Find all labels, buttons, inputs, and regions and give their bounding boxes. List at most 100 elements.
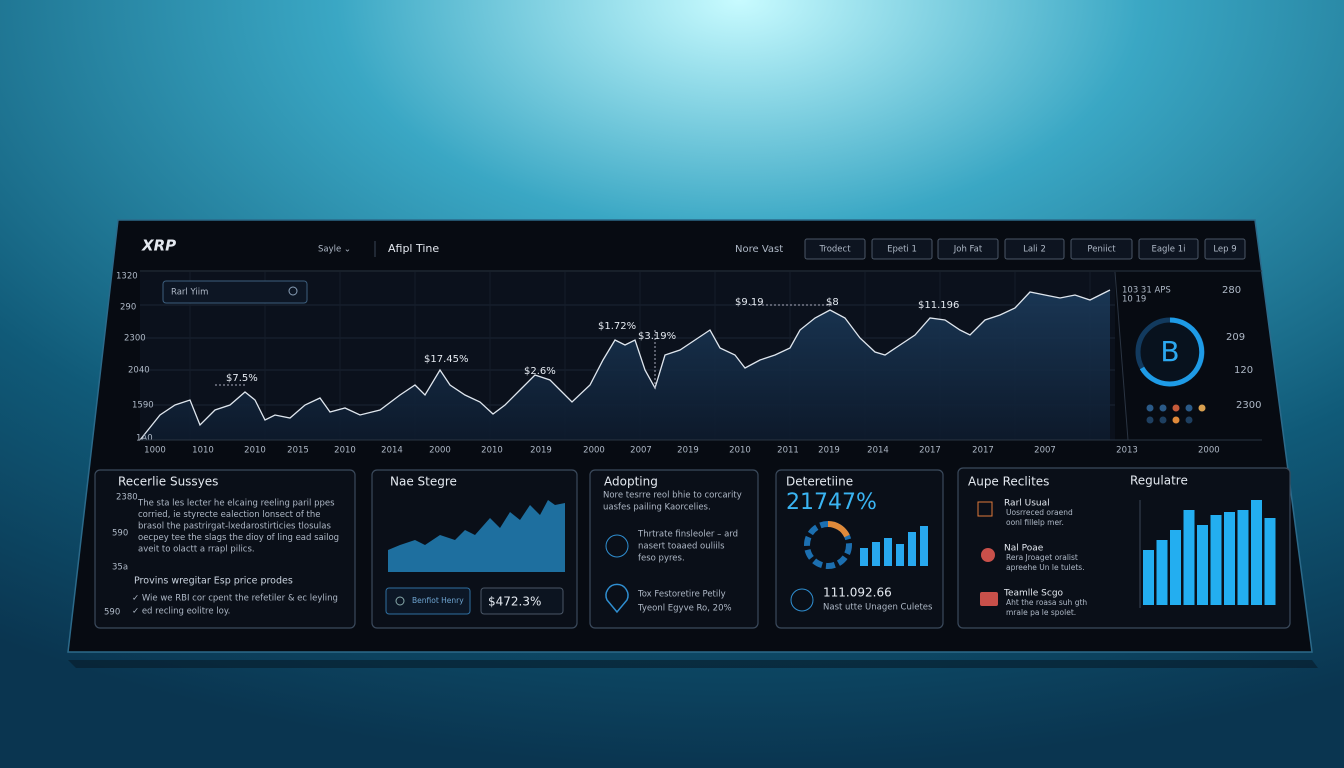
button[interactable] [385, 587, 471, 615]
button[interactable] [937, 238, 999, 260]
side-label: 2300 [1236, 400, 1261, 411]
item-text: apreehe Un le tulets. [1006, 563, 1085, 572]
button-row: Trodect Epeti 1 Joh Fat Lali 2 Peniict Eagle … [804, 238, 1246, 260]
search-icon [288, 286, 298, 296]
button-label: Lep 9 [1213, 245, 1236, 255]
price-annotation: $17.45% [424, 354, 469, 365]
bar [896, 544, 904, 566]
x-axis-label: 2013 [1116, 446, 1138, 456]
x-axis-label: 2010 [334, 446, 356, 456]
y-axis-label: 290 [120, 303, 136, 313]
status-dots [1146, 404, 1206, 424]
y-axis-label: 1A0 [136, 434, 153, 444]
bar [1170, 530, 1181, 605]
button[interactable] [1138, 238, 1199, 260]
price-annotation: $8 [826, 297, 839, 308]
x-axis-label: 2019 [818, 446, 840, 456]
item-text: Aht the roasa suh gth [1006, 598, 1087, 607]
search-box[interactable] [162, 280, 308, 304]
side-labels: 280 209 120 2300 [1222, 285, 1261, 411]
x-axis-label: 2011 [777, 446, 799, 456]
chart-title: Regulatre [1130, 474, 1188, 488]
y-axis-label: 2300 [124, 334, 146, 344]
card-caption: Nast utte Unagen Culetes [823, 603, 933, 613]
card [589, 469, 759, 629]
side-divider [1114, 271, 1129, 441]
bar [1197, 525, 1208, 605]
item-text: oonl fillelp mer. [1006, 518, 1064, 527]
card-text: Thrtrate finsleoler – ard [637, 530, 738, 540]
x-axis-label: 2000 [429, 446, 451, 456]
button-label: Lali 2 [1023, 245, 1046, 255]
button[interactable] [1204, 238, 1246, 260]
card-number: 590 [112, 529, 128, 539]
card [775, 469, 944, 629]
icon [605, 534, 629, 558]
x-axis-label: 1000 [144, 446, 166, 456]
icon [395, 596, 405, 606]
card-value: 21747% [786, 490, 877, 515]
dot [1198, 404, 1206, 412]
dot [1159, 404, 1167, 412]
card-text: The sta les lecter he elcaing reeling pa… [137, 499, 335, 509]
button[interactable] [804, 238, 866, 260]
bar [872, 542, 880, 566]
button[interactable] [1004, 238, 1065, 260]
button[interactable] [871, 238, 933, 260]
mini-bars [860, 526, 928, 566]
dot [1159, 416, 1167, 424]
x-axis-label: 1010 [192, 446, 214, 456]
price-annotation: $11.196 [918, 300, 959, 311]
bar [860, 548, 868, 566]
item-text: Rera Jroaget oralist [1006, 553, 1078, 562]
card-title: Deteretiine [786, 475, 853, 489]
gauge-arc [1139, 317, 1205, 387]
x-axis-label: 2007 [630, 446, 652, 456]
card [94, 469, 356, 629]
header-title: Afipl Tine [388, 242, 439, 255]
card-text: Tyeonl Egyve Ro, 20% [637, 604, 732, 614]
price-annotation: $9.19 [735, 297, 764, 308]
button-label: Benfiot Henry [412, 596, 464, 605]
button-label: Peniict [1087, 245, 1116, 255]
x-axis-label: 2019 [530, 446, 552, 456]
item-name: Nal Poae [1004, 544, 1044, 554]
gauge-badge: B [1160, 335, 1179, 368]
search-placeholder: Rarl Yiim [171, 288, 208, 298]
icon [980, 592, 998, 606]
icon [605, 583, 629, 614]
x-axis-label: 2007 [1034, 446, 1056, 456]
bar [1237, 510, 1249, 605]
card-text: oecpey tee the slags the dioy of ling ea… [138, 533, 339, 543]
side-subtitle: 10 19 [1122, 295, 1146, 305]
button[interactable] [1070, 238, 1133, 260]
item-text: Uosrreced oraend [1006, 508, 1073, 517]
card-title: Adopting [604, 475, 658, 489]
x-axis-label: 2010 [244, 446, 266, 456]
card-title: Nae Stegre [390, 475, 457, 489]
x-axis-label: 2017 [919, 446, 941, 456]
side-title: 103 31 APS [1122, 286, 1171, 296]
card-text: corried, ie styrecte ealection lonsect o… [138, 510, 321, 520]
value-box [480, 587, 564, 615]
menu[interactable]: Sayle ⌄ [318, 245, 351, 255]
bar [1251, 500, 1262, 605]
x-axis-label: 2019 [677, 446, 699, 456]
card-title: Recerlie Sussyes [118, 475, 218, 489]
card-number: 2380 [116, 493, 138, 503]
side-footer: 2000 [1198, 446, 1220, 456]
price-annotation: $7.5% [226, 373, 258, 384]
card-title: Aupe Reclites [968, 475, 1049, 489]
x-axis-label: 2015 [287, 446, 309, 456]
bar [1143, 550, 1154, 605]
dot [1146, 404, 1154, 412]
dot [1146, 416, 1154, 424]
check-item: ✓ ed recling eolitre loy. [132, 607, 230, 617]
x-axis-label: 2010 [481, 446, 503, 456]
button-label: Eagle 1i [1151, 245, 1185, 255]
price-annotation: $1.72% [598, 321, 636, 332]
dot [1172, 416, 1180, 424]
card-number: 590 [104, 608, 120, 618]
